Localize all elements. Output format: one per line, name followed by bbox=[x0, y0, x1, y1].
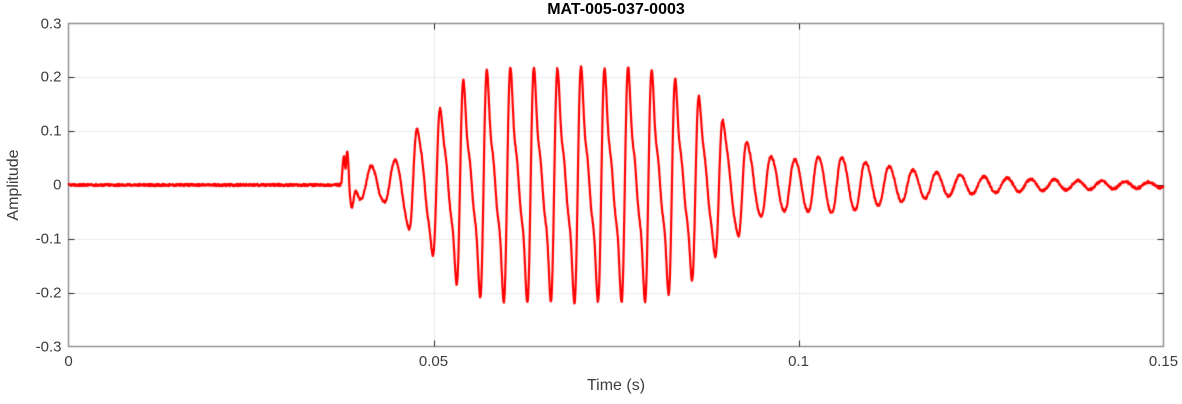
chart-title: MAT-005-037-0003 bbox=[547, 1, 685, 18]
y-tick-label: -0.3 bbox=[35, 338, 62, 355]
x-tick-label: 0 bbox=[64, 352, 73, 370]
y-tick-label: 0.2 bbox=[40, 68, 62, 86]
x-tick-label: 0.1 bbox=[788, 352, 809, 370]
x-tick-label: 0.15 bbox=[1148, 352, 1179, 370]
y-tick-label: -0.1 bbox=[35, 230, 62, 248]
y-tick-label: 0.1 bbox=[40, 122, 62, 140]
x-tick-label: 0.05 bbox=[418, 352, 449, 370]
y-tick-label: 0.3 bbox=[40, 15, 62, 32]
y-tick-label: 0 bbox=[53, 176, 62, 194]
x-axis-label: Time (s) bbox=[586, 376, 646, 394]
y-tick-label: -0.2 bbox=[35, 284, 62, 302]
